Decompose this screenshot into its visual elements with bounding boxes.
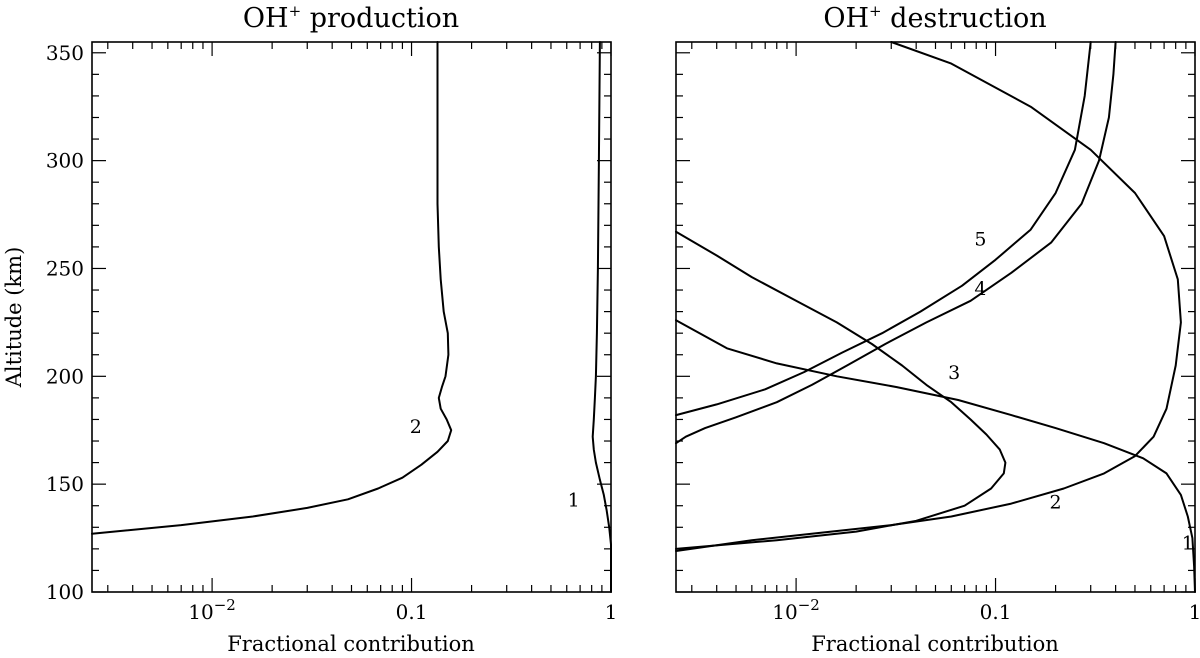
production-curve-label-1: 1 xyxy=(568,489,580,511)
destruction-x-tick-label: 1 xyxy=(1189,600,1200,624)
production-x-label: Fractional contribution xyxy=(227,632,475,656)
production-panel: OH+ production Fractional contribution A… xyxy=(2,2,617,656)
production-title: OH+ production xyxy=(243,2,459,34)
production-x-tick-label: 10−2 xyxy=(188,596,236,624)
production-curves: 12 xyxy=(91,41,612,593)
destruction-curves: 1 2 3 4 5 xyxy=(675,41,1196,593)
destruction-panel: OH+ destruction Fractional contribution … xyxy=(675,2,1200,656)
destruction-x-tick-label: 10−2 xyxy=(772,596,820,624)
destruction-curve-3 xyxy=(675,230,1007,550)
production-y-tick-label: 100 xyxy=(46,580,84,604)
destruction-title: OH+ destruction xyxy=(823,2,1046,34)
destruction-curve-label-3: 3 xyxy=(948,362,960,384)
destruction-ticks: 10−2 0.1 1 xyxy=(676,42,1200,624)
destruction-curve-label-4: 4 xyxy=(974,278,986,300)
production-x-tick-label: 1 xyxy=(605,600,618,624)
destruction-curve-label-1: 1 xyxy=(1182,532,1194,554)
production-y-label: Altitude (km) xyxy=(2,247,26,389)
destruction-x-tick-label: 0.1 xyxy=(980,600,1012,624)
production-curve-2 xyxy=(91,41,453,535)
destruction-x-label: Fractional contribution xyxy=(811,632,1059,656)
production-curve-1 xyxy=(591,41,612,593)
destruction-curve-label-2: 2 xyxy=(1050,491,1062,513)
production-y-tick-label: 350 xyxy=(46,41,84,65)
destruction-curve-label-5: 5 xyxy=(974,228,986,250)
production-x-tick-label: 0.1 xyxy=(396,600,428,624)
destruction-curve-1 xyxy=(675,319,1196,593)
production-curve-label-2: 2 xyxy=(410,416,422,438)
production-y-tick-label: 250 xyxy=(46,256,84,280)
production-y-tick-label: 150 xyxy=(46,472,84,496)
destruction-curve-2 xyxy=(675,41,1182,552)
production-y-tick-label: 200 xyxy=(46,364,84,388)
destruction-curve-4 xyxy=(675,41,1117,445)
production-plot-frame xyxy=(91,41,612,593)
production-y-tick-label: 300 xyxy=(46,149,84,173)
production-ticks: 10−2 0.1 1 100 150 200 250 300 350 xyxy=(46,41,618,624)
destruction-curve-5 xyxy=(675,41,1092,417)
